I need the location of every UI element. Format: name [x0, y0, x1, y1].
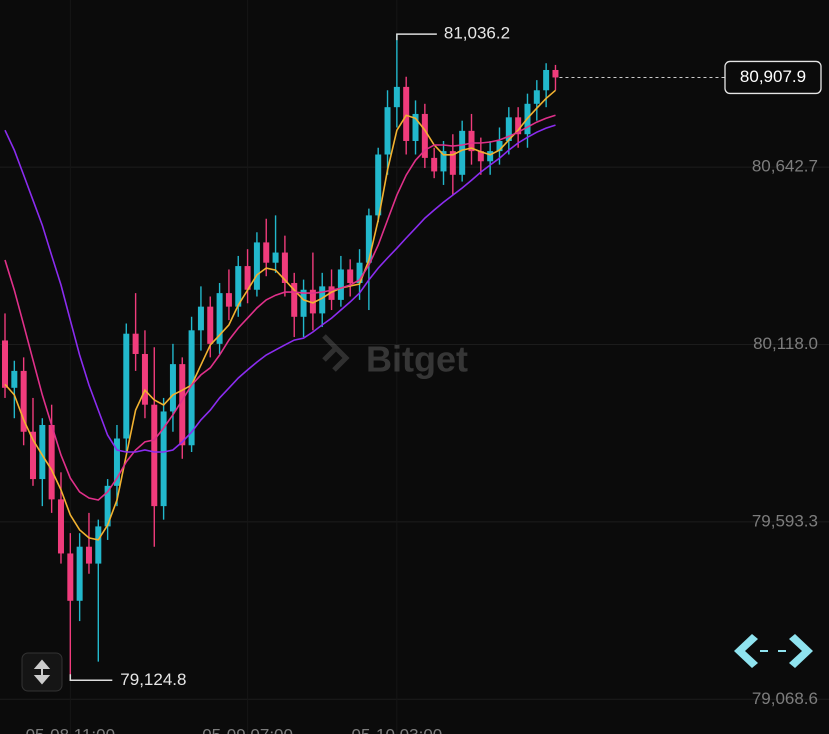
candle-body: [431, 157, 438, 172]
candle-body: [225, 293, 232, 307]
candle-body: [403, 86, 410, 141]
expand-button[interactable]: [21, 652, 63, 692]
low-label: 79,124.8: [120, 670, 186, 689]
candle-body: [552, 69, 559, 78]
candle-body: [468, 130, 475, 152]
y-tick-label: 80,642.7: [752, 157, 818, 176]
candle-body: [123, 333, 130, 439]
y-tick-label: 79,593.3: [752, 511, 818, 530]
candle-body: [505, 117, 512, 141]
candle-body: [2, 340, 8, 388]
candle-body: [179, 364, 186, 446]
expand-icon: [33, 659, 51, 685]
candle-body: [20, 370, 27, 432]
plot: 81,036.2 79,124.8 80,907.9: [2, 24, 822, 689]
nav-left[interactable]: [734, 634, 758, 668]
candle-body: [132, 333, 139, 354]
candle-body: [533, 90, 540, 104]
watermark: Bitget: [322, 334, 468, 380]
candle-body: [11, 370, 18, 388]
candle-body: [309, 289, 316, 314]
candle-body: [95, 526, 102, 564]
candle-body: [356, 262, 363, 283]
candle-body: [487, 151, 494, 162]
candle-body: [449, 151, 456, 175]
moving-average-line: [4, 114, 556, 501]
candle-body: [67, 553, 74, 601]
candle-body: [496, 140, 503, 152]
candle-body: [216, 293, 223, 344]
candle-body: [515, 117, 522, 135]
y-tick-label: 79,068.6: [752, 689, 818, 708]
candle-body: [235, 266, 242, 307]
candle-body: [319, 286, 326, 314]
nav-right[interactable]: [789, 634, 813, 668]
moving-average-line: [4, 89, 557, 541]
candle-body: [141, 353, 148, 405]
last-price-label: 80,907.9: [740, 67, 806, 86]
candle-body: [76, 546, 83, 601]
candle-body: [477, 151, 484, 162]
candle-body: [291, 282, 298, 317]
x-tick-label: 05-09 07:00: [202, 725, 293, 734]
candle-body: [300, 289, 307, 317]
candle-body: [39, 424, 46, 480]
low-marker: [69, 674, 113, 682]
moving-average-line: [4, 124, 556, 453]
candle-body: [459, 130, 466, 175]
candle-body: [347, 269, 354, 283]
last-price-box: [724, 60, 822, 95]
high-label: 81,036.2: [444, 24, 510, 43]
candle-body: [375, 154, 382, 216]
watermark-text: Bitget: [366, 339, 468, 380]
x-tick-label: 05-08 11:00: [26, 725, 115, 734]
candle-body: [197, 306, 204, 331]
candle-body: [384, 107, 391, 155]
candle-body: [29, 431, 36, 480]
candle-body: [421, 113, 428, 158]
candle-body: [207, 306, 214, 344]
x-tick-label: 05-10 03:00: [351, 725, 442, 734]
candle-body: [113, 438, 120, 486]
candle-body: [169, 364, 176, 412]
candle-body: [263, 242, 270, 263]
candle-body: [188, 330, 195, 446]
candle-body: [393, 86, 400, 108]
watermark-logo: [322, 334, 350, 372]
candle-body: [244, 266, 251, 290]
candle-body: [543, 69, 550, 91]
candle-body: [412, 113, 419, 141]
candle-body: [328, 286, 335, 300]
candle-body: [160, 411, 167, 507]
candle-body: [337, 269, 344, 300]
candle-body: [104, 485, 111, 527]
candle-body: [85, 546, 92, 564]
candle-body: [151, 404, 158, 507]
high-marker: [396, 33, 437, 41]
candle-body: [48, 424, 55, 500]
candle-body: [440, 151, 447, 172]
nav-arrows[interactable]: [734, 634, 813, 668]
candle-body: [281, 252, 288, 283]
candle-body: [253, 242, 260, 290]
candle-body: [365, 215, 372, 263]
candle-body: [272, 252, 279, 263]
y-tick-label: 80,118.0: [753, 334, 818, 353]
candle-body: [57, 499, 64, 554]
